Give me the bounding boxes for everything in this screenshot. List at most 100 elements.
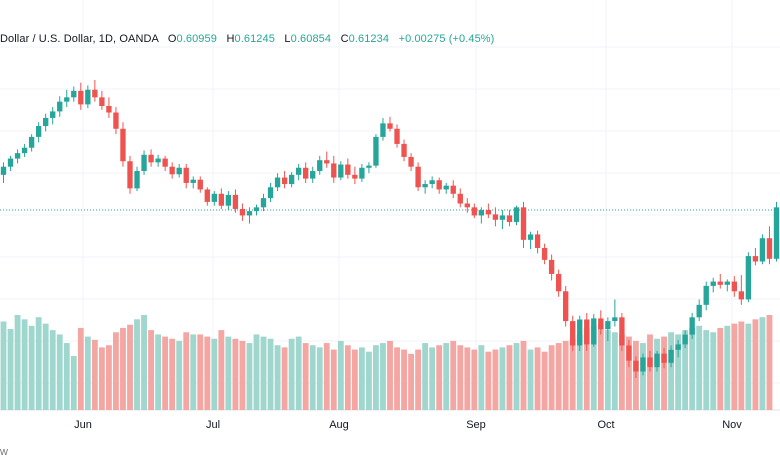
- volume-bar: [134, 319, 140, 410]
- volume-bar: [506, 345, 513, 410]
- volume-bar: [429, 347, 436, 410]
- candle-body: [260, 198, 267, 208]
- volume-bar: [120, 327, 126, 410]
- volume-bar: [541, 351, 548, 410]
- volume-bar: [42, 323, 49, 410]
- candle-body: [387, 123, 393, 129]
- volume-bar: [724, 325, 731, 410]
- candle-body: [310, 171, 316, 179]
- volume-bar: [450, 340, 457, 410]
- volume-bar: [668, 332, 674, 410]
- volume-bar: [457, 345, 464, 410]
- candle-body: [225, 194, 232, 206]
- volume-bar: [745, 323, 752, 410]
- volume-bar: [492, 349, 499, 410]
- candle-body: [162, 158, 168, 167]
- candle-body: [232, 194, 239, 209]
- candle-body: [773, 207, 780, 259]
- footer-text: w: [0, 446, 8, 458]
- candle-body: [520, 207, 527, 240]
- candle-body: [696, 304, 702, 318]
- candle-body: [598, 318, 604, 330]
- candle-body: [288, 174, 295, 185]
- candle-body: [548, 259, 555, 274]
- candle-body: [197, 179, 203, 190]
- candle-body: [591, 318, 597, 345]
- candle-body: [155, 158, 161, 163]
- volume-bar: [113, 332, 119, 410]
- high-value: 0.61245: [234, 33, 275, 45]
- candle-body: [401, 143, 407, 157]
- candle-body: [584, 319, 590, 345]
- volume-bar: [471, 349, 478, 410]
- candle-body: [408, 156, 414, 167]
- volume-bar: [464, 347, 471, 410]
- candle-body: [21, 147, 28, 154]
- candle-body: [682, 334, 688, 345]
- volume-bar: [618, 334, 625, 410]
- volume-bar: [84, 336, 91, 410]
- volume-bar: [710, 332, 717, 410]
- candle-body: [253, 207, 260, 212]
- volume-bar: [183, 332, 190, 410]
- volume-bar: [520, 340, 527, 410]
- candle-body: [211, 193, 217, 202]
- volume-bar: [422, 343, 429, 410]
- volume-bar: [7, 329, 14, 410]
- candle-body: [113, 112, 119, 129]
- x-axis-label: Jul: [206, 419, 220, 431]
- volume-bar: [351, 349, 358, 410]
- volume-bar: [696, 325, 703, 410]
- candle-body: [640, 357, 646, 372]
- x-axis-label: Oct: [597, 419, 614, 431]
- volume-bar: [106, 345, 112, 410]
- candle-body: [338, 164, 344, 178]
- volume-bar: [21, 319, 28, 410]
- candle-body: [619, 317, 625, 346]
- volume-bar: [218, 330, 225, 410]
- volume-bar: [274, 345, 281, 410]
- candle-body: [443, 185, 449, 190]
- volume-bar: [190, 334, 197, 410]
- volume-bar: [401, 349, 407, 410]
- volume-bar: [77, 327, 84, 410]
- volume-bar: [197, 334, 204, 410]
- volume-bar: [148, 330, 154, 410]
- candle-body: [35, 126, 42, 137]
- volume-bar: [640, 343, 646, 410]
- change-value: +0.00275 (+0.45%): [398, 33, 495, 45]
- volume-bar: [731, 323, 738, 410]
- candle-body: [85, 89, 91, 105]
- candle-body: [148, 154, 154, 163]
- volume-bar: [211, 338, 218, 410]
- candle-body: [345, 164, 351, 175]
- candle-body: [127, 161, 133, 189]
- candle-body: [506, 215, 513, 222]
- candle-body: [64, 97, 70, 102]
- volume-bar: [260, 336, 267, 410]
- candle-body: [703, 285, 709, 305]
- candle-body: [71, 90, 77, 98]
- volume-bar: [337, 340, 344, 410]
- volume-bar: [675, 334, 682, 410]
- volume-bar: [604, 330, 611, 410]
- volume-bar: [527, 349, 534, 410]
- candle-body: [450, 185, 456, 194]
- candle-body: [570, 321, 576, 346]
- symbol-title[interactable]: Dollar / U.S. Dollar, 1D, OANDA: [0, 33, 159, 45]
- volume-bar: [766, 315, 773, 410]
- candle-body: [359, 167, 365, 179]
- volume-bar: [513, 343, 520, 410]
- volume-bar: [56, 334, 63, 410]
- volume-bar: [253, 334, 260, 410]
- candle-body: [485, 210, 492, 215]
- candle-body: [675, 344, 681, 350]
- candle-body: [92, 89, 98, 98]
- volume-bar: [49, 330, 56, 410]
- volume-bar: [689, 327, 696, 410]
- volume-bar: [373, 345, 379, 410]
- candle-body: [415, 166, 421, 188]
- volume-bar: [408, 353, 414, 410]
- volume-bar: [288, 338, 295, 410]
